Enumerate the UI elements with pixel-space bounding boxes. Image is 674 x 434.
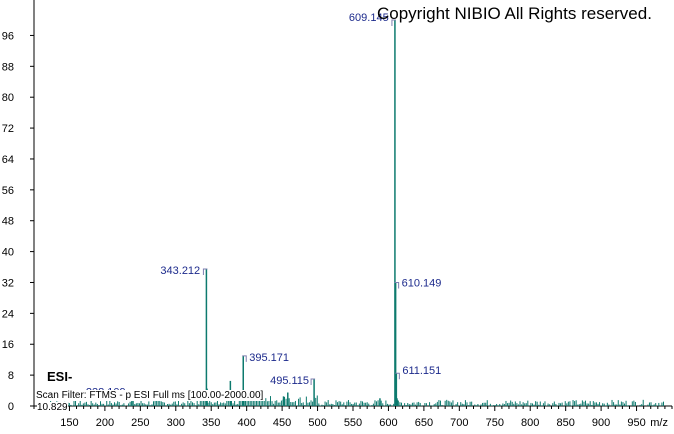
y-tick-label: 40: [2, 247, 14, 259]
x-tick-label: 300: [167, 417, 185, 429]
y-tick-label: 48: [2, 216, 14, 228]
y-tick-label: 88: [2, 61, 14, 73]
y-tick-label: 24: [2, 308, 14, 320]
peak-label-bracket: [310, 378, 316, 385]
copyright-watermark: Copyright NIBIO All Rights reserved.: [377, 4, 652, 23]
peak-label-bracket: [202, 268, 208, 275]
x-tick-label: 800: [521, 417, 539, 429]
x-tick-label: 400: [237, 417, 255, 429]
peak-label: 610.149: [402, 277, 442, 289]
x-tick-label: 900: [592, 417, 610, 429]
x-tick-label: 500: [308, 417, 326, 429]
y-tick-label: 56: [2, 185, 14, 197]
y-tick-label: 16: [2, 339, 14, 351]
x-tick-label: 550: [344, 417, 362, 429]
x-tick-label: 150: [60, 417, 78, 429]
x-tick-label: 200: [96, 417, 114, 429]
y-tick-label: 8: [8, 370, 14, 382]
y-tick-label: 72: [2, 123, 14, 135]
y-tick-label: 0: [8, 401, 14, 413]
peak-label: 343.212: [160, 265, 200, 277]
peak-label-bracket: [242, 355, 247, 362]
peak-label-bracket: [395, 372, 400, 380]
peak-label-bracket: [394, 281, 400, 289]
x-tick-label: 450: [273, 417, 291, 429]
peak-label: 609.145: [349, 12, 389, 24]
retention-time-text: 10.829: [37, 402, 68, 413]
x-tick-label: 950: [627, 417, 645, 429]
y-tick-label: 32: [2, 277, 14, 289]
x-tick-label: 700: [450, 417, 468, 429]
scan-filter-text: Scan Filter: FTMS - p ESI Full ms [100.0…: [36, 390, 266, 401]
x-tick-label: 850: [556, 417, 574, 429]
peak-label-bracket: [391, 19, 396, 26]
y-tick-label: 80: [2, 92, 14, 104]
x-axis-title: m/z: [650, 417, 668, 429]
x-tick-label: 600: [379, 417, 397, 429]
y-tick-label: 64: [2, 154, 14, 166]
peak-label: 395.171: [249, 352, 289, 364]
x-tick-label: 750: [486, 417, 504, 429]
x-tick-label: 650: [415, 417, 433, 429]
y-tick-label: 96: [2, 30, 14, 42]
peak-label: 495.115: [270, 375, 309, 387]
x-tick-label: 350: [202, 417, 220, 429]
peak-label: 611.151: [402, 365, 441, 377]
x-tick-label: 250: [131, 417, 149, 429]
ionization-mode-label: ESI-: [47, 369, 73, 384]
